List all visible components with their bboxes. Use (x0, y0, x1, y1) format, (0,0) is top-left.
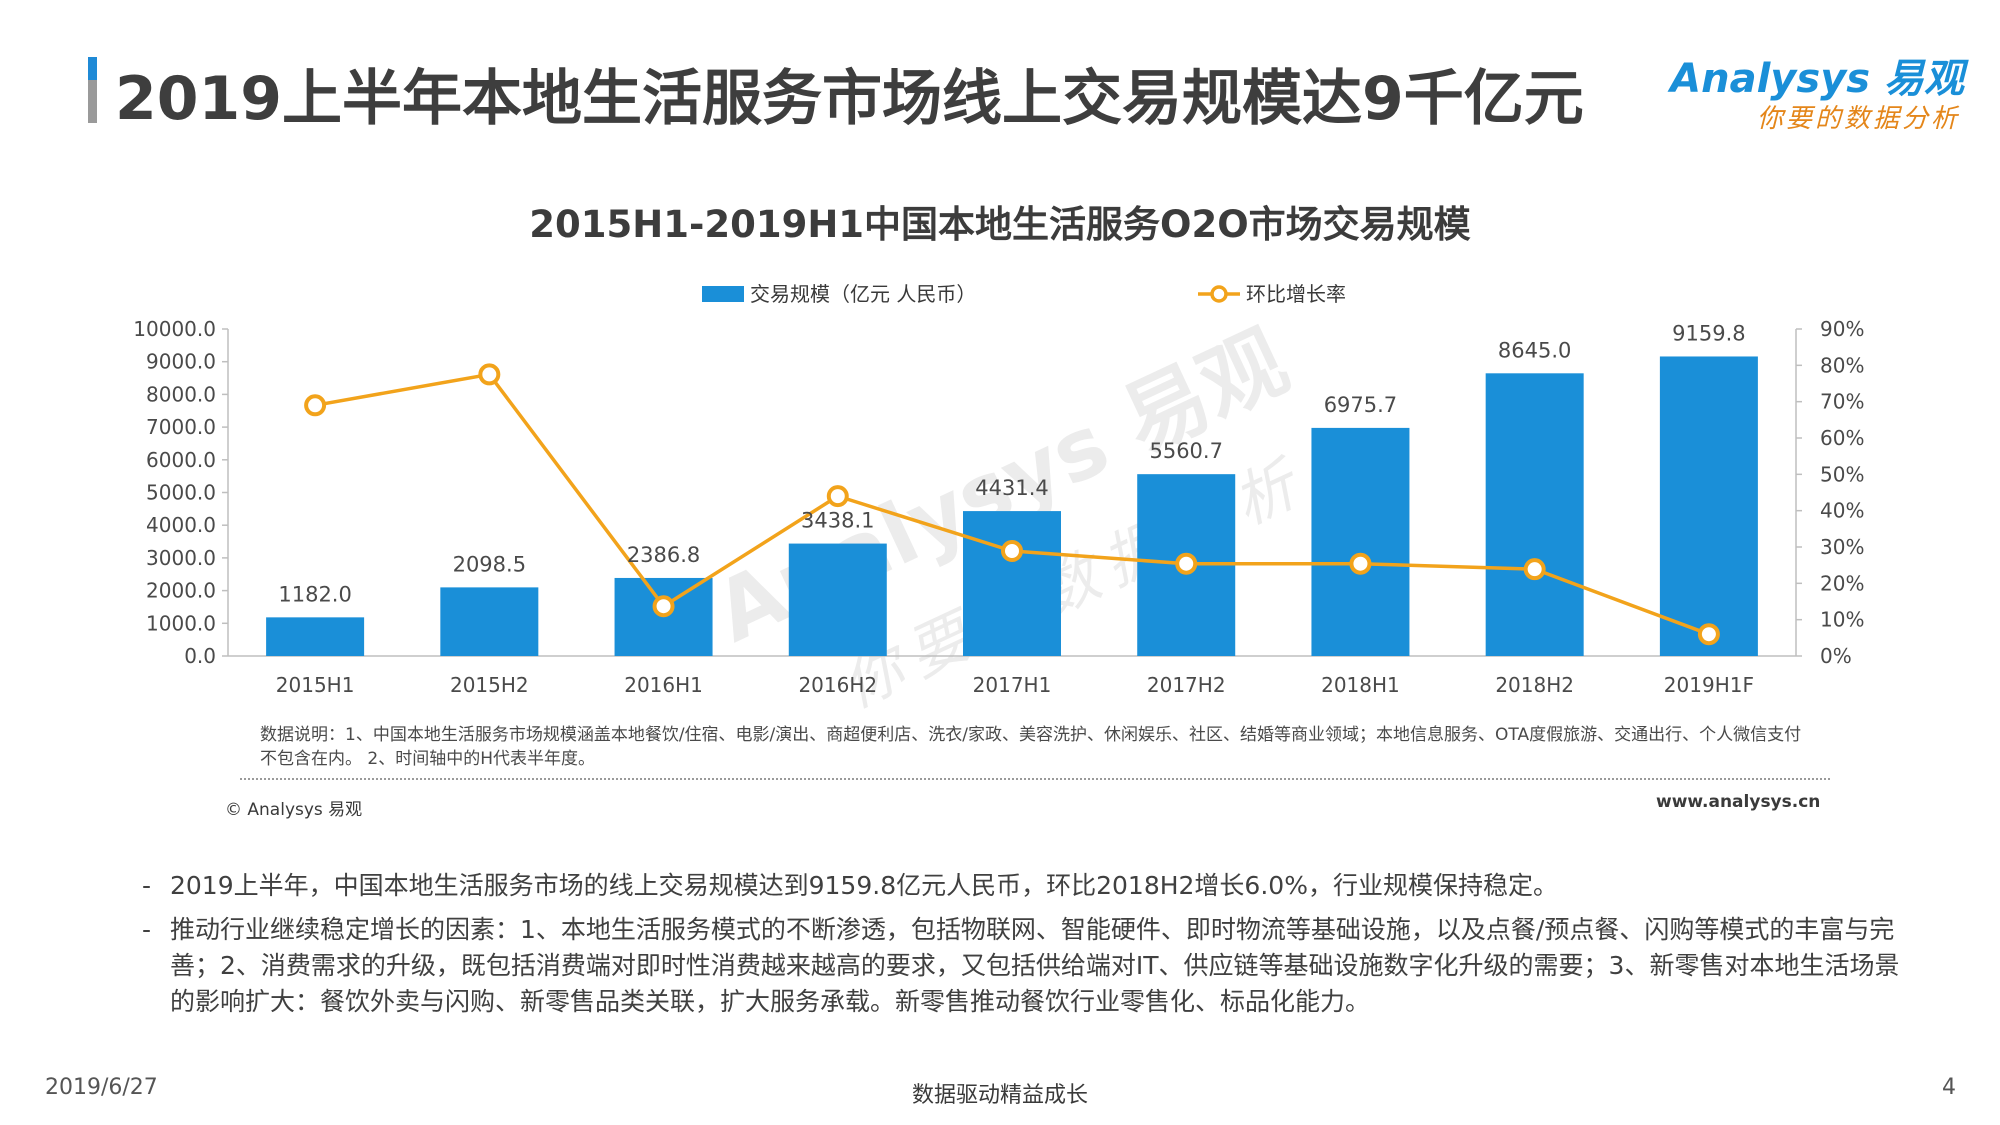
growth-point (304, 394, 327, 417)
x-tick-label: 2018H2 (1495, 673, 1574, 697)
growth-point (478, 363, 501, 386)
growth-line-series (304, 363, 1720, 646)
trade-scale-chart: 交易规模（亿元 人民币） 环比增长率 0.0 1000.0 2000.0 3000.0 4… (133, 282, 1864, 697)
legend-bar-swatch (702, 286, 744, 302)
x-tick-label: 2017H2 (1147, 673, 1226, 697)
footer-slogan: 数据驱动精益成长 (911, 1083, 1088, 1108)
bullet-marker: - (142, 871, 152, 900)
logo-slogan-text: 你要的数据分析 (1756, 104, 1960, 134)
bar (788, 543, 887, 656)
y-right-tick-label: 0% (1820, 644, 1852, 668)
bar (1659, 356, 1758, 656)
bar-value-label: 6975.7 (1324, 393, 1397, 417)
bar (963, 511, 1061, 656)
bar (266, 617, 365, 656)
bar-value-label: 4431.4 (975, 476, 1048, 500)
bar (440, 587, 539, 656)
y-left-tick-label: 6000.0 (146, 448, 216, 472)
growth-point (1349, 552, 1372, 575)
y-right-tick-label: 40% (1820, 499, 1864, 523)
y-left-tick-label: 7000.0 (146, 415, 216, 439)
y-left-tick-label: 1000.0 (146, 611, 216, 635)
bar (1485, 373, 1584, 656)
bullet-item: - 推动行业继续稳定增长的因素：1、本地生活服务模式的不断渗透，包括物联网、智能… (142, 912, 1902, 1020)
growth-point (1697, 623, 1720, 646)
x-tick-label: 2015H1 (276, 673, 355, 697)
bar-value-label: 2098.5 (453, 552, 526, 576)
data-labels: 1182.0 2098.5 2386.8 3438.1 4431.4 5560.7 6975… (278, 321, 1745, 606)
y-right-tick-label: 90% (1820, 317, 1864, 341)
growth-point (826, 485, 849, 508)
growth-point (1523, 558, 1546, 581)
bar-value-label: 5560.7 (1149, 439, 1222, 463)
analysys-logo: Analysys 易观 你要的数据分析 (1664, 46, 1964, 136)
growth-point (652, 595, 675, 618)
bullet-text: 推动行业继续稳定增长的因素：1、本地生活服务模式的不断渗透，包括物联网、智能硬件… (170, 915, 1900, 1016)
page-number: 4 (1942, 1075, 1956, 1100)
y-left-tick-label: 10000.0 (133, 317, 216, 341)
legend-bar-label: 交易规模（亿元 人民币） (750, 282, 976, 306)
y-right-tick-label: 10% (1820, 608, 1864, 632)
growth-point (1175, 552, 1198, 575)
x-tick-label: 2018H1 (1321, 673, 1400, 697)
chart-legend: 交易规模（亿元 人民币） 环比增长率 (702, 282, 1346, 306)
bar-value-label: 3438.1 (801, 509, 874, 533)
bar (1311, 427, 1410, 656)
bar-value-label: 8645.0 (1498, 338, 1571, 362)
legend-line-label: 环比增长率 (1246, 282, 1346, 306)
website-link[interactable]: www.analysys.cn (1656, 792, 1821, 812)
page-title: 2019上半年本地生活服务市场线上交易规模达9千亿元 (115, 64, 1584, 134)
bar-series (266, 356, 1758, 656)
y-right-tick-label: 30% (1820, 535, 1864, 559)
growth-point (1001, 539, 1023, 562)
legend-line-marker (1210, 285, 1228, 303)
y-right-tick-label: 60% (1820, 426, 1864, 450)
bar-value-label: 2386.8 (627, 543, 700, 567)
summary-bullets: - 2019上半年，中国本地生活服务市场的线上交易规模达到9159.8亿元人民币… (142, 868, 1902, 1028)
y-left-tick-label: 9000.0 (146, 350, 216, 374)
y-right-tick-label: 70% (1820, 390, 1864, 414)
bar-value-label: 1182.0 (278, 582, 351, 606)
logo-brand-text: Analysys 易观 (1670, 56, 1964, 102)
x-tick-label: 2016H2 (798, 673, 877, 697)
y-right-tick-label: 50% (1820, 462, 1864, 486)
y-right-tick-label: 80% (1820, 353, 1864, 377)
data-note: 数据说明：1、中国本地生活服务市场规模涵盖本地餐饮/住宿、电影/演出、商超便利店… (260, 725, 1802, 769)
x-tick-label: 2015H2 (450, 673, 529, 697)
x-tick-label: 2017H1 (973, 673, 1052, 697)
title-accent-bar (88, 57, 97, 123)
y-left-tick-label: 4000.0 (146, 513, 216, 537)
x-tick-label: 2016H1 (624, 673, 703, 697)
bullet-text: 2019上半年，中国本地生活服务市场的线上交易规模达到9159.8亿元人民币，环… (170, 871, 1558, 900)
y-left-tick-label: 0.0 (184, 644, 216, 668)
y-left-tick-label: 8000.0 (146, 382, 216, 406)
y-left-tick-label: 2000.0 (146, 579, 216, 603)
y-left-tick-label: 3000.0 (146, 546, 216, 570)
divider (240, 778, 1830, 780)
x-tick-label: 2019H1F (1664, 673, 1754, 697)
y-left-tick-label: 5000.0 (146, 481, 216, 505)
footer-date: 2019/6/27 (45, 1075, 158, 1100)
bullet-marker: - (142, 915, 152, 944)
chart-title: 2015H1-2019H1中国本地生活服务O2O市场交易规模 (529, 203, 1471, 246)
chart-axes: 0.0 1000.0 2000.0 3000.0 4000.0 5000.0 6000.0 7… (133, 317, 1864, 697)
bullet-item: - 2019上半年，中国本地生活服务市场的线上交易规模达到9159.8亿元人民币… (142, 868, 1902, 904)
bar-value-label: 9159.8 (1672, 321, 1745, 345)
y-right-tick-label: 20% (1820, 571, 1864, 595)
copyright: © Analysys 易观 (225, 800, 363, 820)
